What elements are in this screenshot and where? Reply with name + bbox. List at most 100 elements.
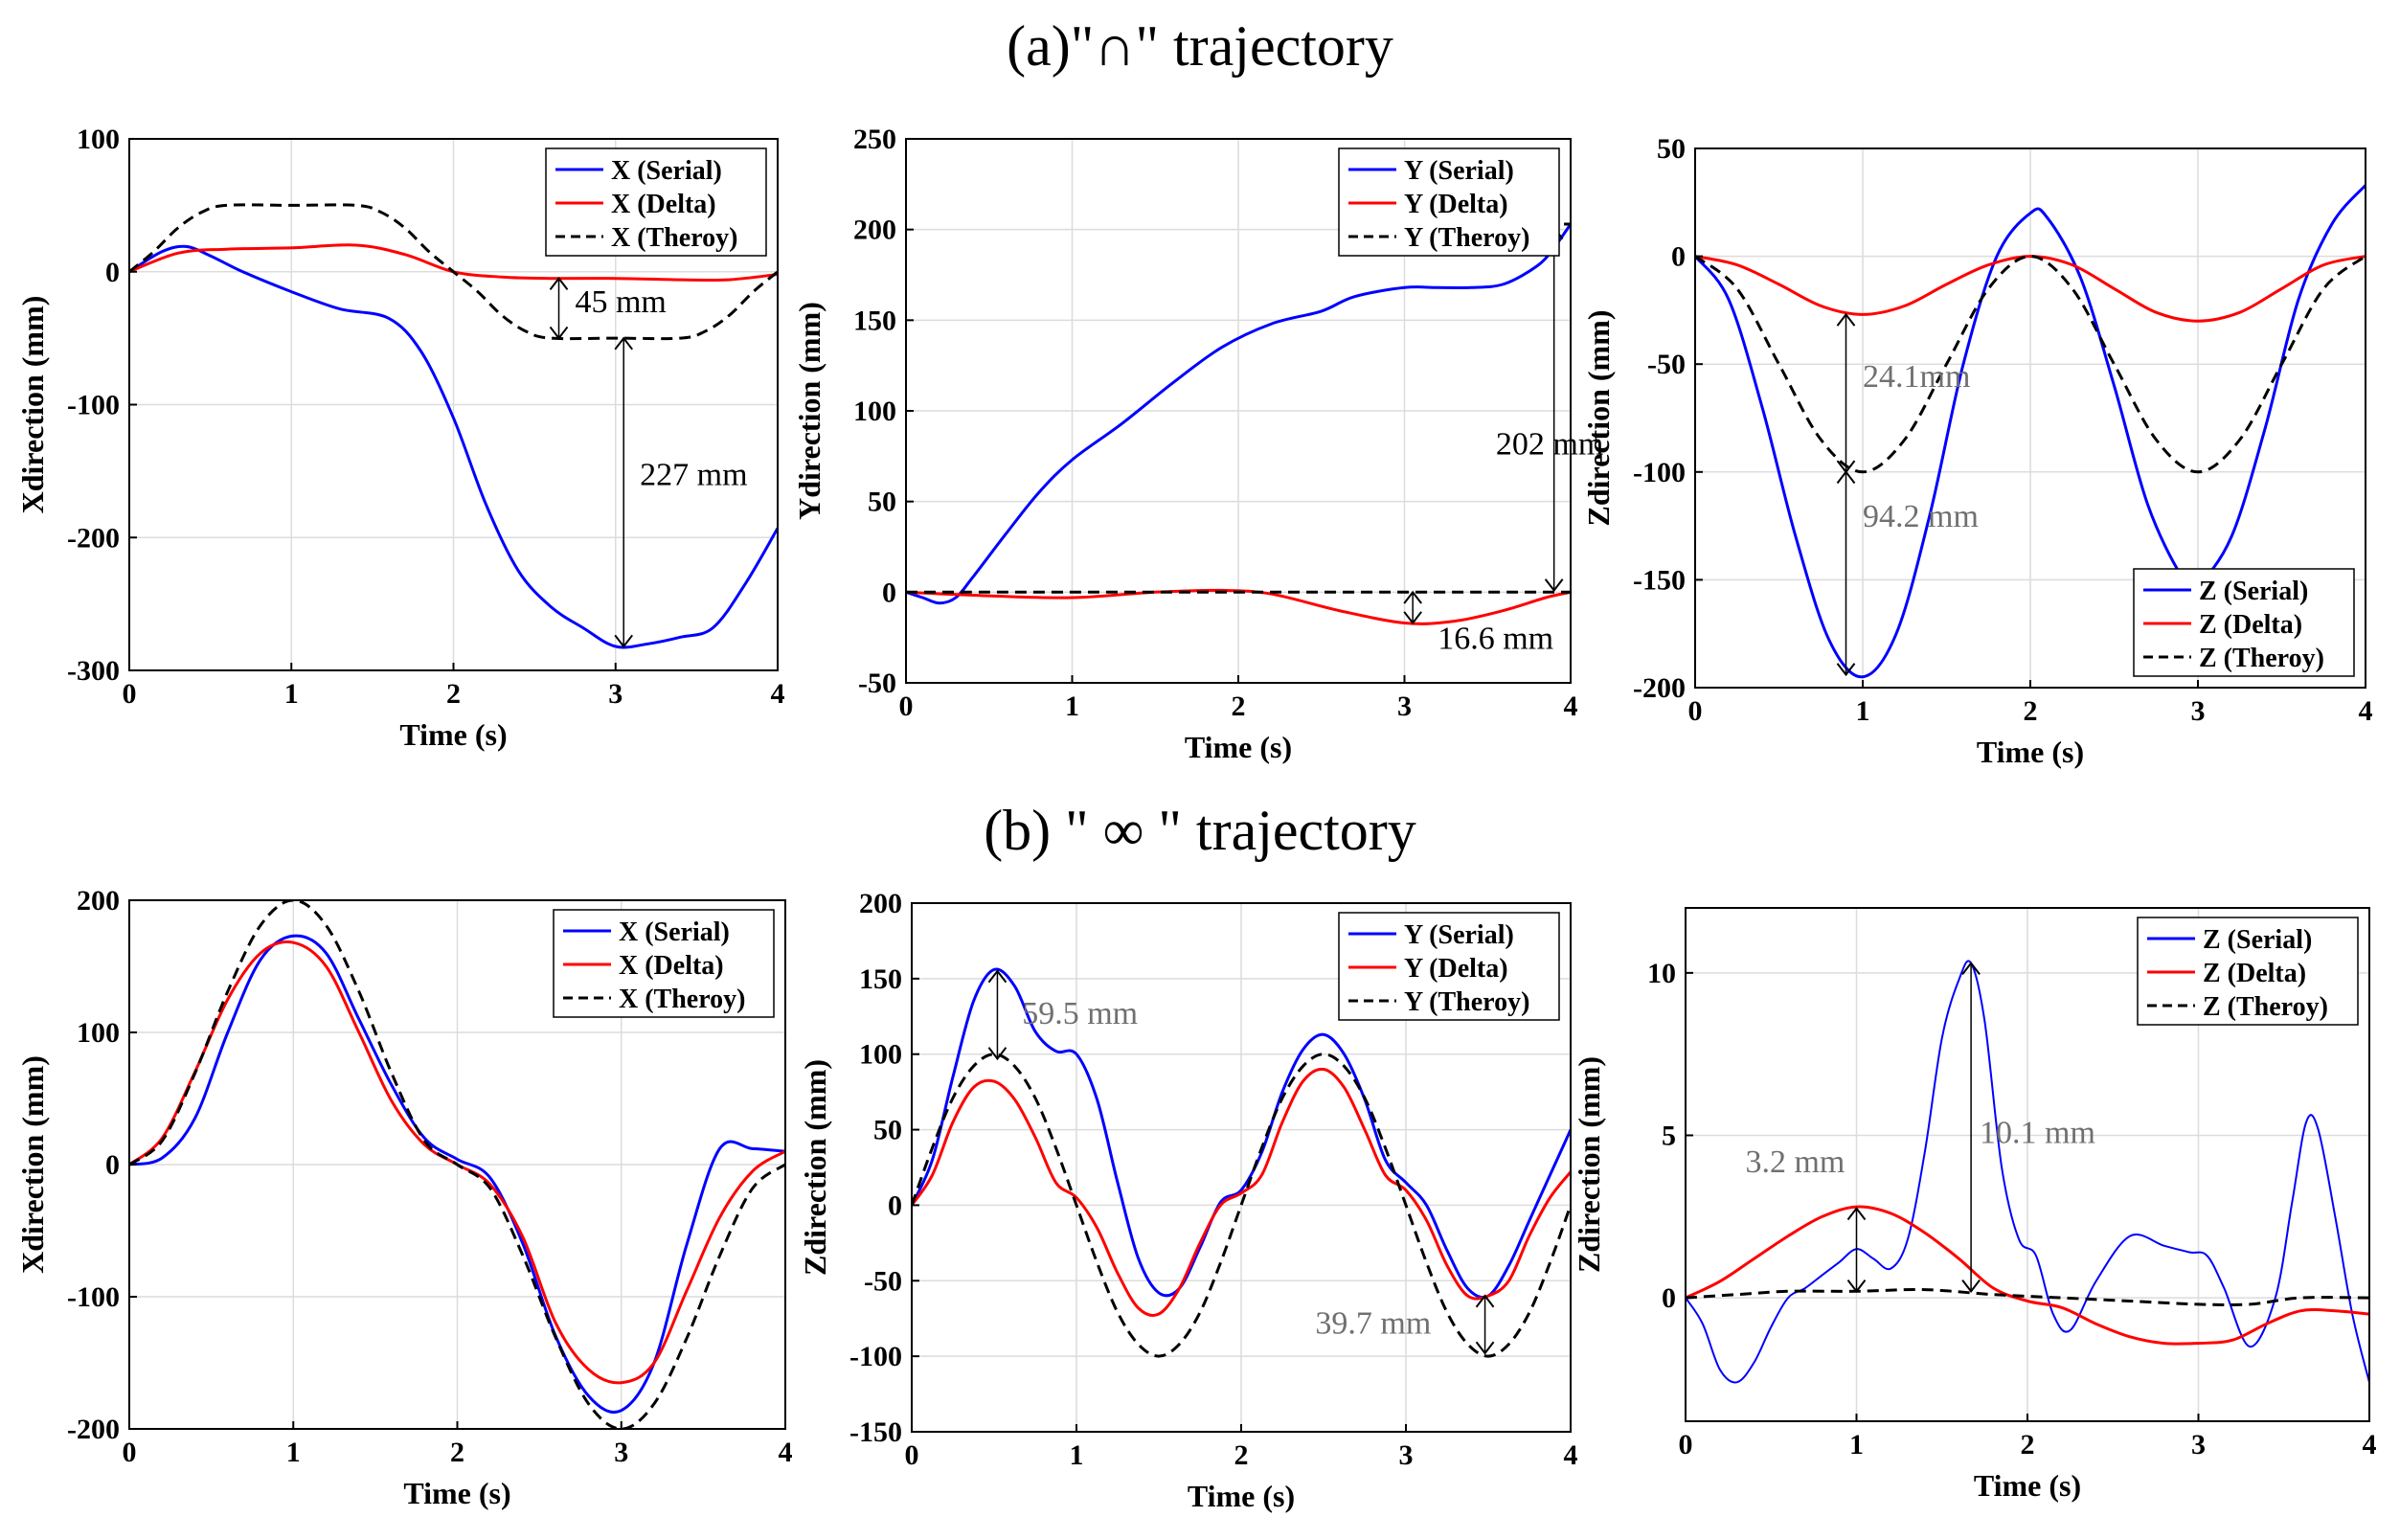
annotation-label: 227 mm (640, 458, 747, 493)
x-tick-label: 1 (1856, 695, 1870, 727)
y-tick-label: 200 (859, 888, 902, 919)
x-tick-label: 1 (1065, 691, 1079, 722)
series-line-theory (129, 203, 778, 341)
arrow-head (549, 277, 569, 290)
arrow-head (1836, 312, 1856, 327)
x-tick-label: 2 (446, 678, 461, 710)
y-tick-label: 200 (77, 885, 120, 917)
y-tick-label: 0 (1662, 1282, 1676, 1314)
y-tick-label: 250 (853, 124, 896, 155)
y-tick-label: 0 (105, 257, 120, 288)
x-tick-label: 1 (1849, 1429, 1864, 1461)
x-tick-label: 2 (2024, 695, 2038, 727)
data-lines (906, 222, 1571, 625)
annotation-label: 59.5 mm (1022, 996, 1138, 1031)
legend-label: X (Theroy) (619, 985, 745, 1014)
x-tick-label: 3 (614, 1437, 628, 1468)
annotation: 16.6 mm (1403, 590, 1553, 656)
series-line-serial (912, 967, 1571, 1300)
x-tick-label: 0 (123, 678, 137, 710)
annotation-label: 3.2 mm (1745, 1144, 1845, 1180)
y-tick-label: -50 (864, 1265, 902, 1297)
y-tick-label: -150 (1633, 564, 1686, 596)
legend-label: Z (Delta) (2203, 959, 2306, 988)
legend-label: Z (Theroy) (2203, 992, 2328, 1022)
data-lines (129, 900, 785, 1429)
y-axis-label: Zdirection (mm) (1581, 309, 1616, 526)
arrow-head (1403, 590, 1422, 604)
y-tick-label: 100 (77, 124, 120, 155)
series-line-theory (129, 900, 785, 1429)
arrow-head (1961, 962, 1981, 975)
y-tick-label: -100 (67, 390, 120, 421)
arrow-head (549, 326, 569, 340)
y-axis-label: Zdirection (mm) (798, 1059, 832, 1276)
x-tick-label: 0 (905, 1439, 919, 1471)
arrow-head (614, 634, 634, 648)
y-tick-label: 50 (873, 1115, 902, 1146)
series-line-serial (129, 244, 778, 649)
x-axis-label: Time (s) (1977, 735, 2084, 769)
y-axis-label: Xdirection (mm) (15, 1055, 50, 1274)
chart-b-z: 3.2 mm 10.1 mm 0 1 2 3 4 10 5 0 Time (s) Zdirection… (1572, 907, 2377, 1503)
series-line-theory (1686, 1287, 2369, 1307)
y-tick-label: 10 (1647, 958, 1676, 989)
x-tick-label: 3 (2191, 695, 2206, 727)
arrow-head (1961, 1279, 1981, 1293)
y-axis-label: Zdirection (mm) (1572, 1056, 1606, 1273)
data-lines (129, 203, 778, 649)
y-tick-label: -100 (849, 1341, 902, 1372)
data-lines (912, 967, 1571, 1358)
y-tick-label: 0 (888, 1189, 902, 1221)
arrow-head (614, 336, 634, 351)
x-tick-label: 0 (1679, 1429, 1693, 1461)
x-tick-label: 2 (1232, 691, 1246, 722)
chart-a-z: 24.1mm 94.2 mm 0 1 2 3 4 50 0 -50 -100 -150 -200 Time… (1581, 133, 2373, 769)
annotation: 10.1 mm (1961, 962, 2095, 1293)
annotation-label: 94.2 mm (1863, 499, 1979, 534)
legend-box (545, 147, 767, 257)
y-tick-label: 5 (1662, 1120, 1676, 1151)
annotation: 3.2 mm (1745, 1144, 1867, 1293)
y-tick-label: -300 (67, 655, 120, 687)
legend: X (Serial) X (Delta) X (Theroy) (553, 909, 775, 1018)
legend-label: Y (Delta) (1404, 954, 1508, 984)
y-tick-label: 0 (1671, 241, 1686, 273)
arrow-head (1475, 1341, 1495, 1355)
y-tick-label: -100 (67, 1281, 120, 1313)
x-tick-label: 0 (1688, 695, 1703, 727)
x-axis-label: Time (s) (399, 717, 507, 752)
y-tick-label: -100 (1633, 457, 1686, 488)
x-tick-label: 3 (2191, 1429, 2206, 1461)
annotation: 202 mm (1496, 226, 1603, 593)
series-line-serial (129, 934, 785, 1415)
x-tick-label: 2 (450, 1437, 464, 1468)
x-tick-label: 4 (771, 678, 785, 710)
arrow-head (987, 969, 1008, 984)
legend: Y (Serial) Y (Delta) Y (Theroy) (1338, 147, 1560, 257)
data-lines (1686, 960, 2369, 1384)
section-title-a: (a)"∩" trajectory (1007, 14, 1393, 78)
series-line-serial (1695, 184, 2366, 679)
annotation-label: 16.6 mm (1438, 621, 1553, 656)
x-tick-label: 4 (2359, 695, 2373, 727)
legend-label: Y (Theroy) (1404, 223, 1529, 253)
section-title-b: (b) " ∞ " trajectory (984, 799, 1416, 862)
y-tick-label: 50 (1657, 133, 1686, 165)
x-tick-label: 1 (1070, 1439, 1084, 1471)
arrow-head (1544, 578, 1564, 593)
x-tick-label: 1 (284, 678, 299, 710)
legend-box (1338, 912, 1560, 1021)
x-tick-label: 3 (608, 678, 623, 710)
y-tick-label: 150 (859, 963, 902, 995)
y-tick-label: 100 (77, 1017, 120, 1049)
chart-a-x: 45 mm 227 mm 0 1 2 3 4 100 0 -100 -200 -300 Time (s)… (15, 124, 785, 752)
legend-label: X (Delta) (619, 951, 724, 981)
annotation: 227 mm (614, 336, 748, 648)
x-axis-label: Time (s) (1188, 1479, 1295, 1513)
annotation-label: 45 mm (575, 284, 666, 320)
annotation: 39.7 mm (1315, 1294, 1495, 1355)
series-line-delta (1695, 255, 2366, 323)
x-tick-label: 4 (1564, 691, 1578, 722)
